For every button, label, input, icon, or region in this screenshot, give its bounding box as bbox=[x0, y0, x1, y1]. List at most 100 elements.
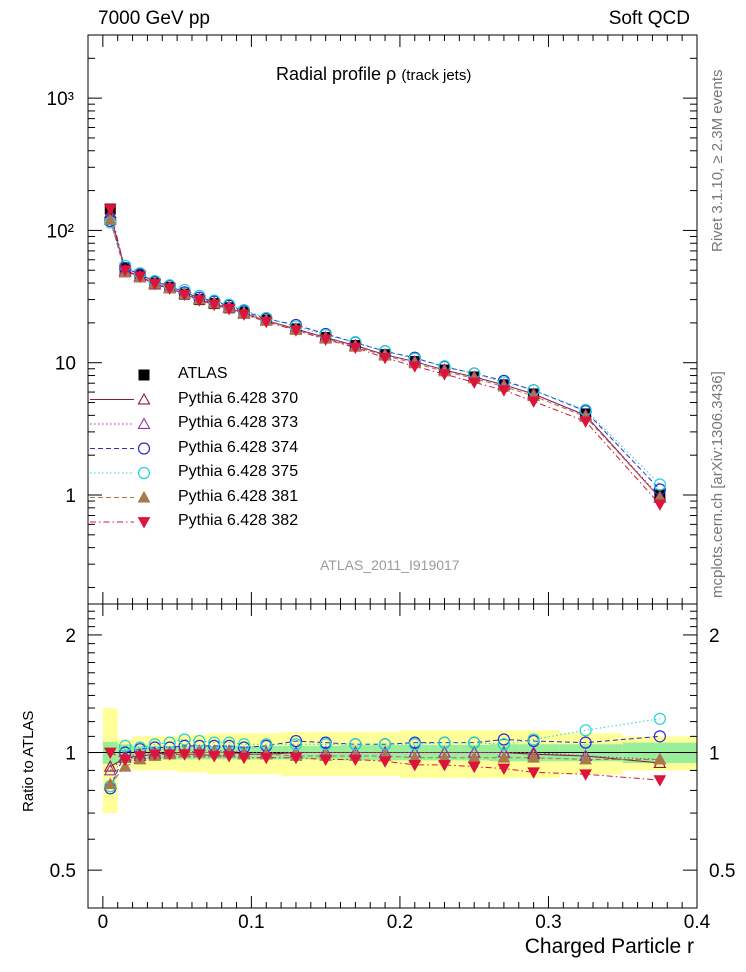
ratio-data-point bbox=[497, 733, 511, 746]
main-series-line bbox=[109, 215, 661, 498]
ratio-data-point bbox=[289, 752, 303, 765]
legend-marker bbox=[137, 392, 151, 405]
legend-markers bbox=[90, 369, 151, 529]
main-data-point bbox=[527, 396, 540, 408]
series-markers bbox=[103, 203, 667, 795]
ratio-data-point bbox=[103, 760, 117, 772]
main-data-point bbox=[133, 271, 147, 283]
x-tick-label: 0.2 bbox=[387, 912, 413, 933]
ratio-data-point bbox=[378, 756, 392, 768]
main-data-point bbox=[103, 204, 117, 216]
ratio-data-point bbox=[653, 775, 667, 787]
ratio-series-line bbox=[109, 735, 660, 789]
legend-label: Pythia 6.428 373 bbox=[178, 414, 299, 431]
ratio-data-point bbox=[178, 733, 191, 746]
series-lines bbox=[109, 208, 661, 789]
header-left: 7000 GeV pp bbox=[98, 8, 210, 29]
analysis-watermark: ATLAS_2011_I919017 bbox=[320, 557, 460, 573]
x-tick-label: 0 bbox=[98, 912, 109, 933]
legend-marker bbox=[137, 466, 151, 480]
main-data-point bbox=[178, 289, 191, 302]
ratio-data-point bbox=[497, 751, 511, 763]
legend-label: Pythia 6.428 374 bbox=[178, 438, 299, 456]
ratio-data-point bbox=[178, 749, 191, 761]
ratio-data-point bbox=[467, 761, 481, 774]
legend-label: Pythia 6.428 370 bbox=[178, 389, 299, 407]
main-data-point bbox=[193, 295, 206, 307]
legend-marker bbox=[137, 490, 151, 503]
axis-frames bbox=[87, 34, 698, 909]
main-data-point bbox=[148, 278, 162, 291]
ratio-y-tick-label-left: 0.5 bbox=[50, 861, 76, 882]
chart-title-main: Radial profile ρ bbox=[276, 64, 397, 84]
main-data-point bbox=[237, 309, 251, 321]
ratio-series-line bbox=[109, 718, 660, 787]
ratio-data-point bbox=[118, 760, 132, 772]
main-data-point bbox=[207, 299, 221, 312]
main-data-point bbox=[467, 377, 481, 389]
main-data-point bbox=[222, 304, 236, 316]
y-tick-label: 10³ bbox=[47, 89, 74, 110]
main-data-point bbox=[438, 369, 451, 381]
ratio-data-point bbox=[222, 751, 236, 763]
legend-marker bbox=[138, 369, 150, 381]
ratio-data-point bbox=[438, 736, 451, 749]
main-data-point bbox=[497, 385, 511, 397]
main-data-point bbox=[653, 499, 667, 511]
legend-marker bbox=[137, 442, 151, 455]
ratio-data-point bbox=[237, 752, 251, 765]
ratio-data-point bbox=[527, 767, 540, 779]
ratio-data-point bbox=[349, 754, 362, 766]
ratio-data-point bbox=[408, 759, 422, 772]
ratio-data-point bbox=[653, 752, 667, 765]
ratio-data-point bbox=[193, 749, 206, 761]
ratio-data-point bbox=[579, 724, 592, 737]
main-series-line bbox=[109, 219, 661, 499]
ratio-data-point bbox=[497, 738, 511, 751]
ratio-data-point bbox=[207, 751, 221, 763]
ratio-y-tick-label-right: 0.5 bbox=[709, 861, 735, 882]
rivet-label: Rivet 3.1.10, ≥ 2.3M events bbox=[709, 69, 726, 253]
ratio-data-point bbox=[653, 712, 666, 725]
main-data-point bbox=[579, 416, 592, 428]
ratio-data-point bbox=[579, 752, 593, 765]
axis-ticks bbox=[88, 34, 698, 909]
ratio-y-tick-label-left: 2 bbox=[65, 626, 76, 647]
main-data-point bbox=[653, 478, 666, 491]
ratio-data-point bbox=[103, 777, 117, 790]
chart-title: Radial profile ρ (track jets) bbox=[276, 64, 471, 85]
x-tick-label: 0.1 bbox=[238, 912, 264, 933]
ratio-series-line bbox=[109, 750, 660, 771]
ratio-data-point bbox=[119, 739, 132, 752]
y-tick-label: 1 bbox=[65, 486, 76, 507]
legend-marker bbox=[137, 417, 151, 429]
main-series-line bbox=[109, 220, 661, 490]
ratio-data-point bbox=[438, 759, 451, 772]
ratio-data-point bbox=[579, 769, 592, 781]
legend-label: Pythia 6.428 375 bbox=[178, 463, 299, 480]
main-data-point bbox=[289, 325, 303, 337]
ratio-data-point bbox=[319, 754, 333, 766]
legend-marker bbox=[137, 517, 151, 529]
main-data-point bbox=[408, 361, 422, 373]
ratio-data-point bbox=[468, 736, 481, 749]
ratio-data-point bbox=[148, 749, 162, 761]
x-axis-label: Charged Particle r bbox=[524, 935, 694, 958]
ratio-data-point bbox=[163, 749, 177, 761]
main-data-point bbox=[103, 213, 117, 225]
main-data-point bbox=[349, 342, 362, 355]
ratio-series-line bbox=[110, 752, 660, 781]
x-tick-label: 0.3 bbox=[535, 912, 561, 933]
main-data-point bbox=[163, 283, 177, 295]
ratio-uncertainty-bands bbox=[102, 708, 697, 814]
ratio-plot-frame bbox=[87, 603, 698, 909]
ratio-data-point bbox=[118, 754, 132, 766]
ratio-data-point bbox=[408, 738, 421, 751]
ratio-y-tick-label-left: 1 bbox=[65, 744, 76, 765]
ratio-data-point bbox=[259, 752, 273, 765]
chart-title-sub: (track jets) bbox=[401, 67, 472, 84]
ratio-data-point bbox=[653, 730, 666, 743]
header-right: Soft QCD bbox=[608, 8, 690, 29]
legend-label: ATLAS bbox=[178, 365, 228, 382]
ratio-y-tick-label-right: 2 bbox=[709, 626, 720, 647]
